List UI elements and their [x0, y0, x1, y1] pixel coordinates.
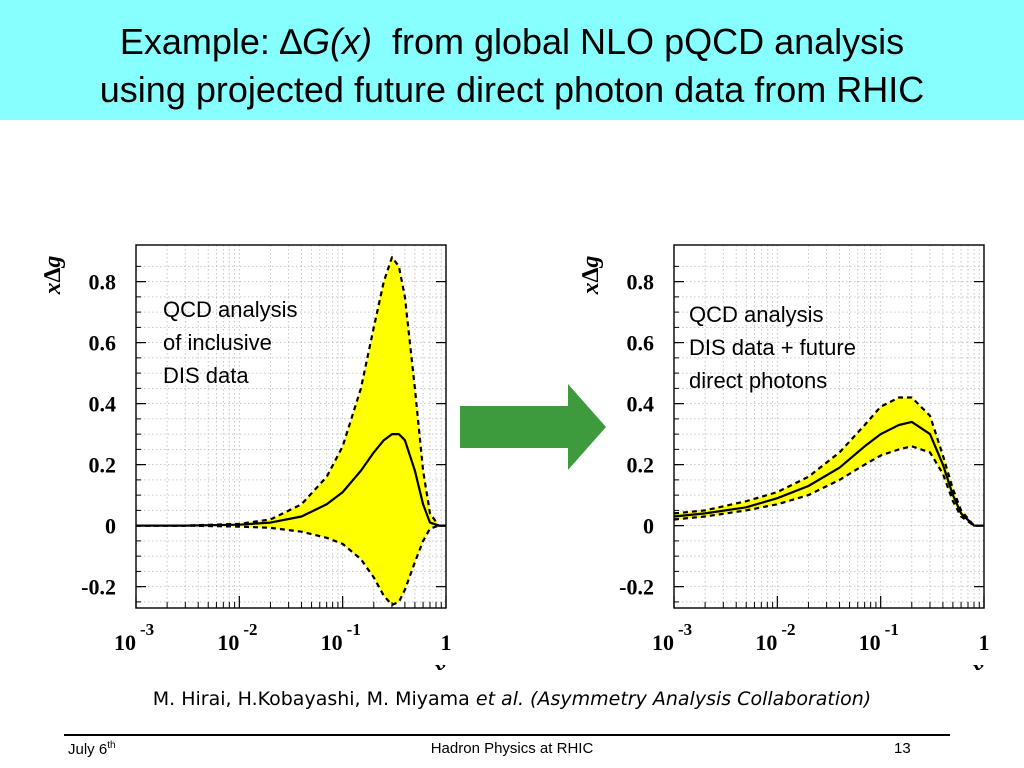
- x-axis-label: x: [433, 656, 446, 670]
- y-axis-label: x∆g: [578, 256, 604, 296]
- y-tick-label: 0.8: [89, 270, 117, 295]
- slide-title-line-1: Example: ∆G(x) from global NLO pQCD anal…: [0, 22, 1024, 62]
- y-tick-label: 0.8: [627, 270, 655, 295]
- plot-frame: [135, 244, 447, 609]
- x-tick-label: 10: [859, 630, 881, 655]
- upper-bound-line: [136, 256, 446, 527]
- annotation-line: QCD analysis: [163, 297, 298, 322]
- upper-bound-line: [673, 396, 984, 527]
- citation-authors: M. Hirai, H.Kobayashi, M. Miyama: [152, 688, 470, 710]
- right-arrow-icon: [460, 384, 606, 470]
- x-tick-label: 10: [652, 630, 674, 655]
- x-tick-exponent: -3: [140, 620, 154, 639]
- y-tick-label: 0.4: [627, 392, 655, 417]
- footer-date: July 6th: [68, 740, 116, 758]
- citation-etal: et al. (Asymmetry Analysis Collaboration…: [475, 688, 872, 710]
- y-axis-label: x∆g: [40, 256, 66, 296]
- slide-title-line-2: using projected future direct photon dat…: [99, 69, 925, 110]
- footer-date-text: July 6: [68, 741, 108, 758]
- lower-bound-line: [673, 445, 984, 527]
- footer-divider: [64, 734, 950, 736]
- x-tick-exponent: -1: [347, 620, 361, 639]
- central-line: [136, 433, 446, 527]
- x-tick-label: 1: [441, 630, 452, 655]
- y-tick-label: 0.6: [627, 331, 655, 356]
- chart-right-annotation: QCD analysis DIS data + future direct ph…: [689, 298, 856, 397]
- footer-date-suffix: th: [107, 740, 116, 751]
- x-tick-label: 10: [755, 630, 777, 655]
- x-tick-exponent: -3: [678, 620, 692, 639]
- title-band: [0, 0, 1024, 120]
- x-tick-label: 10: [321, 630, 343, 655]
- title-delta: ∆: [279, 21, 302, 62]
- y-tick-label: 0: [105, 514, 116, 539]
- y-tick-label: 0.4: [89, 392, 117, 417]
- x-tick-label: 10: [217, 630, 239, 655]
- y-tick-label: -0.2: [619, 575, 654, 600]
- annotation-line: DIS data: [163, 363, 249, 388]
- annotation-line: direct photons: [689, 368, 828, 393]
- footer-title: Hadron Physics at RHIC: [430, 740, 594, 757]
- y-tick-label: -0.2: [81, 575, 116, 600]
- y-tick-label: 0.2: [627, 453, 655, 478]
- title-prefix: Example:: [119, 21, 270, 62]
- page-number: 13: [894, 740, 911, 757]
- annotation-line: DIS data + future: [689, 335, 856, 360]
- y-tick-label: 0: [643, 514, 654, 539]
- x-axis-label: x: [971, 656, 984, 670]
- title-variable: G(x): [301, 21, 372, 62]
- annotation-line: of inclusive: [163, 330, 272, 355]
- chart-left-annotation: QCD analysis of inclusive DIS data: [163, 293, 297, 392]
- plot-frame: [673, 244, 985, 609]
- central-line: [673, 420, 984, 527]
- x-tick-exponent: -2: [781, 620, 795, 639]
- title-rest: from global NLO pQCD analysis: [391, 21, 905, 62]
- y-tick-label: 0.2: [89, 453, 117, 478]
- x-tick-label: 1: [979, 630, 990, 655]
- annotation-line: QCD analysis: [689, 302, 824, 327]
- uncertainty-band: [136, 257, 446, 605]
- x-tick-exponent: -1: [885, 620, 899, 639]
- y-tick-label: 0.6: [89, 331, 117, 356]
- x-tick-exponent: -2: [243, 620, 257, 639]
- citation: M. Hirai, H.Kobayashi, M. Miyama et al. …: [0, 688, 1024, 710]
- x-tick-label: 10: [114, 630, 136, 655]
- lower-bound-line: [136, 524, 446, 606]
